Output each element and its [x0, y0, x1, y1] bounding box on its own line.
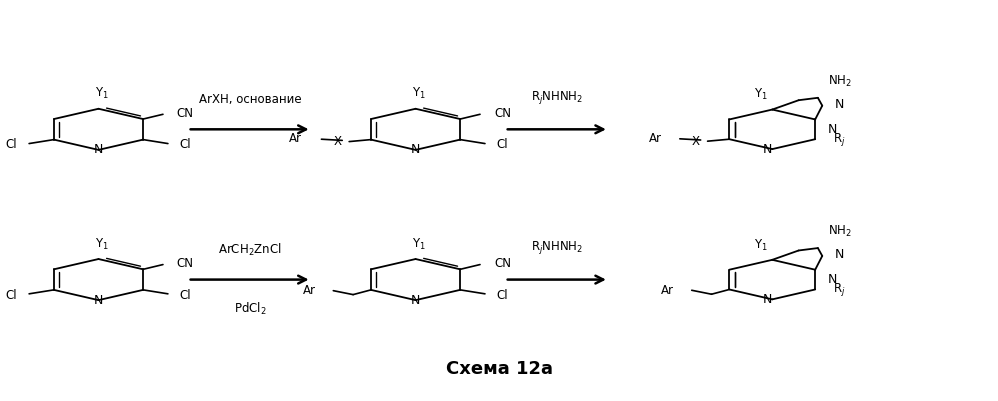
Text: NH$_2$: NH$_2$ [827, 224, 851, 239]
Text: R$_j$NHNH$_2$: R$_j$NHNH$_2$ [531, 239, 583, 256]
Text: Cl: Cl [497, 138, 509, 151]
Text: CN: CN [177, 257, 194, 270]
Text: Ar: Ar [649, 132, 662, 145]
Text: N: N [762, 143, 772, 156]
Text: Cl: Cl [6, 138, 17, 151]
Text: Схема 12a: Схема 12a [446, 360, 553, 379]
Text: N: N [835, 98, 844, 111]
Text: Cl: Cl [497, 288, 509, 302]
Text: Cl: Cl [180, 138, 192, 151]
Text: Y$_1$: Y$_1$ [411, 237, 425, 251]
Text: ArXH, основание: ArXH, основание [199, 93, 301, 105]
Text: Y$_1$: Y$_1$ [753, 238, 767, 253]
Text: CN: CN [494, 257, 511, 270]
Text: Cl: Cl [6, 288, 17, 302]
Text: Ar: Ar [288, 132, 301, 145]
Text: N: N [828, 273, 837, 286]
Text: Ar: Ar [661, 284, 674, 297]
Text: CN: CN [177, 107, 194, 119]
Text: ArCH$_2$ZnCl: ArCH$_2$ZnCl [219, 242, 281, 258]
Text: Ar: Ar [302, 284, 315, 297]
Text: N: N [835, 248, 844, 261]
Text: R$_j$: R$_j$ [833, 130, 845, 148]
Text: Y$_1$: Y$_1$ [753, 87, 767, 102]
Text: R$_j$: R$_j$ [833, 281, 845, 298]
Text: N: N [762, 293, 772, 306]
Text: N: N [94, 144, 103, 156]
Text: Y$_1$: Y$_1$ [95, 237, 109, 251]
Text: X: X [692, 135, 700, 148]
Text: Cl: Cl [180, 288, 192, 302]
Text: N: N [94, 294, 103, 307]
Text: R$_j$NHNH$_2$: R$_j$NHNH$_2$ [531, 89, 583, 105]
Text: Y$_1$: Y$_1$ [411, 86, 425, 101]
Text: Y$_1$: Y$_1$ [95, 86, 109, 101]
Text: X: X [333, 135, 341, 148]
Text: N: N [411, 294, 420, 307]
Text: NH$_2$: NH$_2$ [827, 74, 851, 89]
Text: PdCl$_2$: PdCl$_2$ [234, 301, 266, 318]
Text: N: N [411, 144, 420, 156]
Text: CN: CN [494, 107, 511, 119]
Text: N: N [828, 123, 837, 136]
